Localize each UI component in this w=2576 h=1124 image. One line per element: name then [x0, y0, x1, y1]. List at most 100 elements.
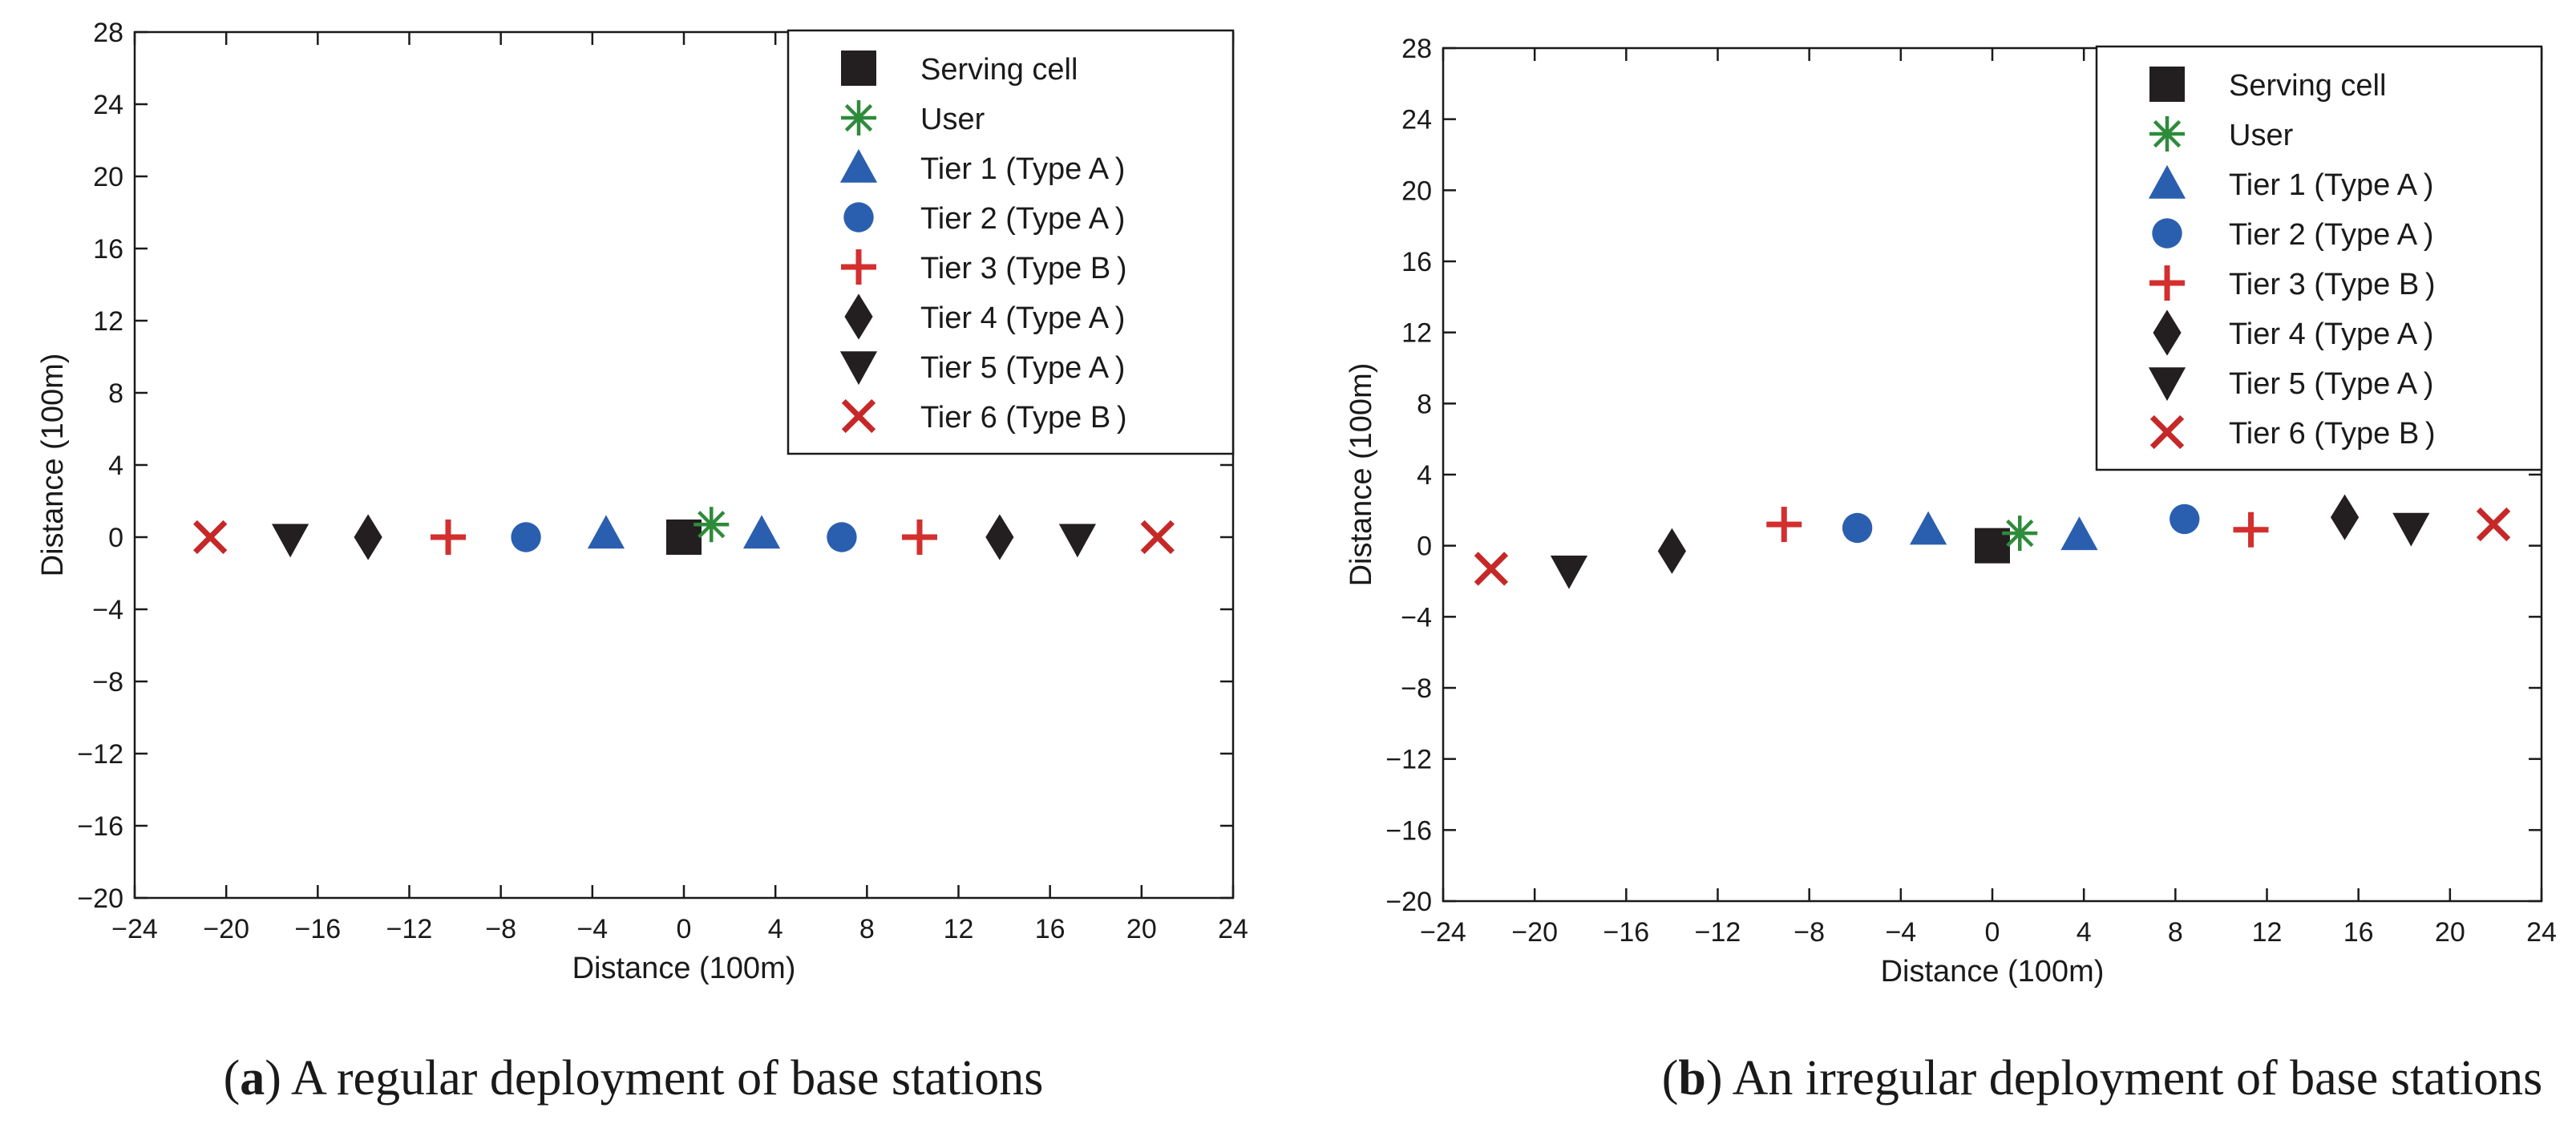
- y-tick-label: 20: [93, 162, 123, 192]
- legend-marker: [841, 398, 876, 434]
- legend-label: Tier 3 (Type B ): [920, 252, 1126, 285]
- data-point: [2060, 516, 2098, 551]
- x-tick-label: 12: [2252, 917, 2283, 948]
- x-tick-label: 20: [1126, 914, 1157, 944]
- y-tick-label: 0: [1417, 532, 1432, 562]
- legend-label: Tier 5 (Type A ): [2229, 367, 2433, 401]
- legend-marker: [2148, 367, 2186, 402]
- data-point: [354, 514, 382, 560]
- x-tick-label: −16: [1603, 917, 1649, 948]
- legend-marker: [2152, 218, 2182, 249]
- y-tick-label: 12: [1401, 318, 1432, 349]
- y-tick-label: −4: [92, 595, 123, 625]
- x-tick-label: 20: [2435, 917, 2465, 948]
- x-tick-label: 24: [2526, 917, 2557, 948]
- x-axis-label: Distance (100m): [1881, 955, 2105, 989]
- data-point: [1550, 556, 1588, 589]
- y-tick-label: −8: [1401, 673, 1432, 704]
- legend-label: Tier 1 (Type A ): [920, 152, 1125, 186]
- legend-marker: [839, 148, 878, 183]
- legend-marker: [2149, 265, 2185, 301]
- x-tick-label: 24: [1218, 914, 1248, 944]
- data-point: [1657, 528, 1687, 574]
- legend-marker: [843, 202, 874, 232]
- caption-b: (b) An irregular deployment of base stat…: [1662, 1051, 2543, 1106]
- x-tick-label: −16: [294, 914, 341, 944]
- data-point: [901, 520, 937, 555]
- data-point: [193, 520, 228, 555]
- y-tick-label: 28: [93, 18, 123, 48]
- y-tick-label: 16: [93, 234, 123, 265]
- legend-label: User: [920, 103, 985, 136]
- legend-label: User: [2229, 119, 2294, 152]
- x-tick-label: −4: [576, 914, 608, 944]
- x-tick-label: −12: [1695, 917, 1741, 948]
- data-point: [431, 520, 467, 555]
- y-tick-label: 8: [108, 378, 123, 409]
- y-tick-label: −8: [92, 667, 123, 697]
- y-tick-label: −16: [1385, 815, 1432, 846]
- y-tick-label: 4: [108, 451, 123, 481]
- data-point: [1474, 552, 1509, 586]
- x-axis-label: Distance (100m): [572, 952, 796, 985]
- legend-marker: [2149, 67, 2185, 102]
- x-tick-label: 0: [1985, 917, 2000, 948]
- legend-marker: [2148, 164, 2186, 199]
- data-point: [2476, 507, 2511, 542]
- legend-marker: [839, 351, 878, 386]
- legend-marker: [841, 51, 876, 86]
- y-tick-label: 24: [1401, 105, 1432, 135]
- legend: Serving cell User Tier 1 (Type A ) Tier 2 (…: [2095, 45, 2543, 471]
- y-tick-label: 20: [1401, 176, 1432, 206]
- data-point: [2330, 494, 2360, 540]
- y-tick-label: −12: [1385, 745, 1432, 775]
- legend-marker: [2149, 116, 2185, 152]
- data-point: [1909, 511, 1947, 545]
- x-tick-label: −20: [1511, 917, 1558, 948]
- y-axis-label: Distance (100m): [36, 354, 70, 577]
- x-tick-label: −4: [1885, 917, 1916, 948]
- y-tick-label: −12: [77, 739, 123, 770]
- x-tick-label: 12: [944, 914, 974, 944]
- data-point: [1842, 512, 1873, 544]
- x-tick-label: 8: [2168, 917, 2183, 948]
- x-tick-label: −24: [1420, 917, 1466, 948]
- data-point: [2170, 503, 2200, 535]
- data-point: [587, 515, 625, 549]
- data-point: [1766, 507, 1802, 543]
- x-tick-label: 4: [2077, 917, 2092, 948]
- x-tick-label: −20: [203, 914, 249, 944]
- chart-panel-b: −24 −20 −16 −12 −8 −4 0 4 8 12 16 20 24−20−16−12−8−4…: [1345, 34, 2557, 989]
- x-tick-label: −12: [386, 914, 433, 944]
- y-tick-label: 0: [108, 523, 123, 553]
- legend-label: Tier 4 (Type A ): [2229, 317, 2433, 351]
- legend-label: Tier 6 (Type B ): [2229, 417, 2435, 451]
- legend-label: Tier 4 (Type A ): [920, 301, 1125, 335]
- data-point: [985, 514, 1014, 560]
- legend-marker: [841, 100, 876, 135]
- x-tick-label: −24: [111, 914, 158, 944]
- x-tick-label: 16: [2343, 917, 2374, 948]
- data-point: [2002, 516, 2038, 552]
- data-point: [2233, 511, 2269, 548]
- chart-panel-a: −24 −20 −16 −12 −8 −4 0 4 8 12 16 20 24−20−16−12−8−4…: [36, 18, 1248, 985]
- legend-label: Serving cell: [2229, 69, 2386, 103]
- legend-marker: [844, 293, 873, 340]
- x-tick-label: 16: [1035, 914, 1066, 944]
- data-point: [1140, 520, 1175, 555]
- y-tick-label: −4: [1401, 602, 1432, 633]
- legend-label: Tier 1 (Type A ): [2229, 168, 2433, 202]
- data-point: [827, 522, 857, 552]
- data-point: [742, 515, 781, 549]
- y-tick-label: 28: [1401, 34, 1432, 64]
- y-tick-label: 12: [93, 306, 123, 337]
- data-point: [694, 507, 730, 543]
- y-tick-label: −20: [77, 883, 123, 914]
- y-tick-label: 24: [93, 90, 123, 120]
- legend-label: Tier 6 (Type B ): [920, 401, 1126, 435]
- y-tick-label: 4: [1417, 460, 1432, 491]
- legend-label: Tier 5 (Type A ): [920, 351, 1125, 385]
- caption-a: (a) A regular deployment of base station…: [224, 1051, 1044, 1106]
- y-tick-label: −20: [1385, 887, 1432, 917]
